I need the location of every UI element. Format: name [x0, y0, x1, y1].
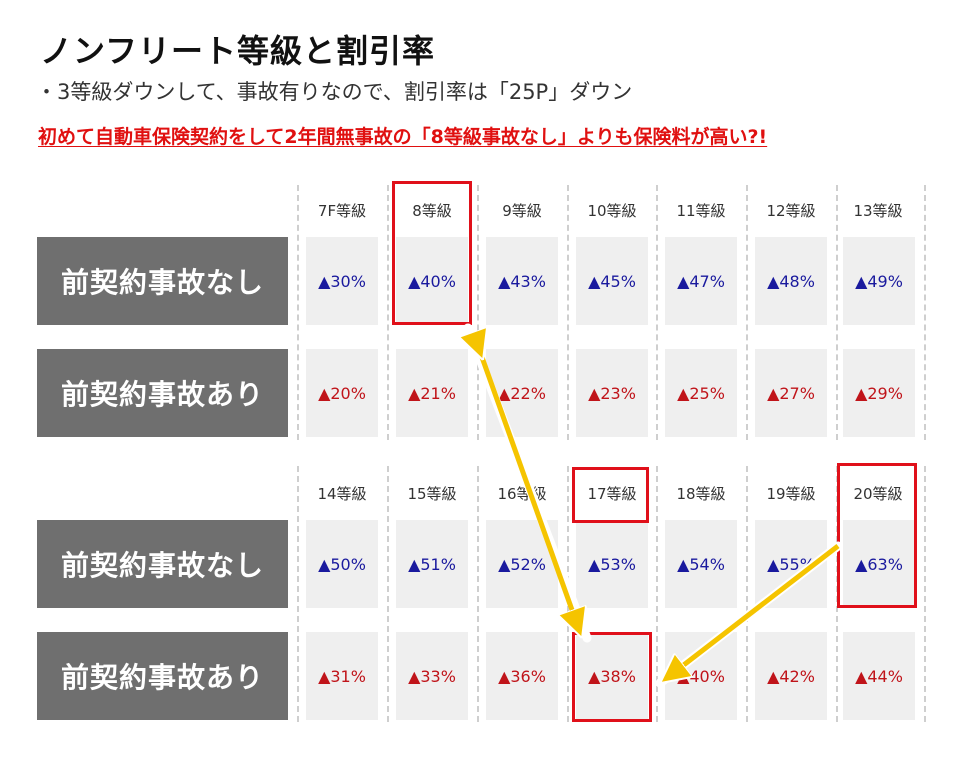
subtitle: ・3等級ダウンして、事故有りなので、割引率は「25P」ダウン — [36, 80, 633, 104]
rate-cell: ▲49% — [843, 237, 915, 325]
rate-cell: ▲51% — [396, 520, 468, 608]
rate-cell: ▲48% — [755, 237, 827, 325]
rate-cell: ▲40% — [665, 632, 737, 720]
grade-header: 13等級 — [853, 202, 903, 220]
highlight-box-17-grade-header — [572, 467, 649, 523]
rate-cell: ▲40% — [396, 237, 468, 325]
grade-header: 10等級 — [587, 202, 637, 220]
grade-header: 16等級 — [497, 485, 547, 503]
rate-cell: ▲21% — [396, 349, 468, 437]
grade-header: 18等級 — [676, 485, 726, 503]
grade-header: 14等級 — [317, 485, 367, 503]
grade-header: 17等級 — [587, 485, 637, 503]
rate-cell: ▲54% — [665, 520, 737, 608]
rate-cell: ▲44% — [843, 632, 915, 720]
rate-cell: ▲22% — [486, 349, 558, 437]
rate-cell: ▲36% — [486, 632, 558, 720]
row-label-accident: 前契約事故あり — [37, 349, 288, 437]
grade-header: 9等級 — [502, 202, 542, 220]
rate-cell: ▲63% — [843, 520, 915, 608]
rate-cell: ▲27% — [755, 349, 827, 437]
rate-cell: ▲30% — [306, 237, 378, 325]
warning-text: 初めて自動車保険契約をして2年間無事故の「8等級事故なし」よりも保険料が高い?! — [38, 126, 768, 148]
rate-cell: ▲25% — [665, 349, 737, 437]
grade-header: 7F等級 — [317, 202, 367, 220]
row-label-accident: 前契約事故あり — [37, 632, 288, 720]
grade-header: 8等級 — [412, 202, 452, 220]
highlight-box-8-grade — [392, 181, 472, 325]
highlight-box-17-grade-accident — [572, 632, 652, 722]
rate-cell: ▲50% — [306, 520, 378, 608]
rate-cell: ▲33% — [396, 632, 468, 720]
rate-cell: ▲38% — [576, 632, 648, 720]
rate-cell: ▲45% — [576, 237, 648, 325]
page-title: ノンフリート等級と割引率 — [40, 32, 436, 70]
row-label-no-accident: 前契約事故なし — [37, 520, 288, 608]
rate-cell: ▲53% — [576, 520, 648, 608]
rate-cell: ▲47% — [665, 237, 737, 325]
rate-cell: ▲55% — [755, 520, 827, 608]
grade-header: 19等級 — [766, 485, 816, 503]
grade-header: 20等級 — [853, 485, 903, 503]
grade-header: 12等級 — [766, 202, 816, 220]
grade-header: 11等級 — [676, 202, 726, 220]
rate-cell: ▲42% — [755, 632, 827, 720]
rate-cell: ▲23% — [576, 349, 648, 437]
rate-cell: ▲29% — [843, 349, 915, 437]
rate-cell: ▲52% — [486, 520, 558, 608]
rate-cell: ▲31% — [306, 632, 378, 720]
row-label-no-accident: 前契約事故なし — [37, 237, 288, 325]
rate-cell: ▲20% — [306, 349, 378, 437]
grade-header: 15等級 — [407, 485, 457, 503]
rate-cell: ▲43% — [486, 237, 558, 325]
highlight-box-20-grade — [837, 463, 917, 608]
